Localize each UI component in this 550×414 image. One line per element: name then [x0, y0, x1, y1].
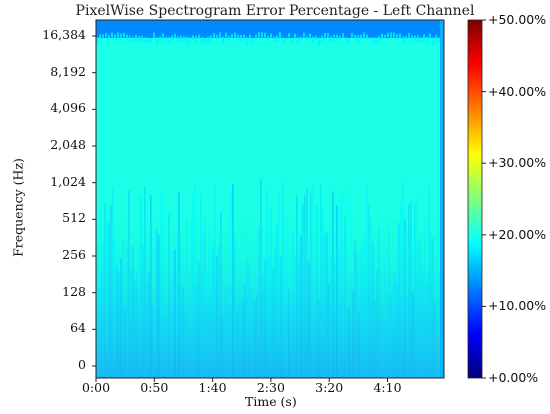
- x-tick-label: 0:50: [140, 380, 169, 395]
- colorbar-tick-label: +40.00%: [488, 83, 547, 99]
- low-frequency-shading: [96, 20, 444, 378]
- x-tick-label: 2:30: [256, 380, 285, 395]
- x-axis-label: Time (s): [245, 394, 297, 409]
- y-tick-label: 8,192: [50, 63, 86, 79]
- colorbar-tick-label: +10.00%: [488, 298, 547, 314]
- colorbar-gradient: [467, 19, 483, 379]
- y-tick-label: 4,096: [50, 100, 86, 116]
- plot-area: [92, 19, 445, 382]
- x-tick-label: 1:40: [198, 380, 227, 395]
- y-tick-label: 64: [70, 320, 86, 336]
- x-tick-label: 3:20: [315, 380, 344, 395]
- x-tick-label: 4:10: [373, 380, 402, 395]
- colorbar: [467, 19, 486, 379]
- y-tick-label: 512: [62, 210, 86, 226]
- x-tick-label: 0:00: [81, 380, 111, 395]
- y-axis-label: Frequency (Hz): [10, 158, 26, 257]
- track-end-band: [440, 20, 444, 378]
- chart-title: PixelWise Spectrogram Error Percentage -…: [75, 3, 475, 19]
- y-tick-label: 128: [62, 283, 86, 299]
- y-tick-label: 2,048: [50, 137, 86, 152]
- plot-frame: [95, 19, 445, 379]
- y-tick-label: 1,024: [50, 173, 86, 189]
- colorbar-tick-label: +50.00%: [488, 12, 547, 27]
- y-tick-label: 0: [78, 357, 86, 372]
- colorbar-tick-label: +20.00%: [488, 226, 547, 242]
- high-frequency-band: [96, 20, 444, 38]
- colorbar-tick-label: +0.00%: [488, 370, 539, 385]
- y-tick-label: 16,384: [42, 27, 86, 42]
- y-tick-label: 256: [62, 247, 86, 262]
- colorbar-tick-label: +30.00%: [488, 155, 547, 171]
